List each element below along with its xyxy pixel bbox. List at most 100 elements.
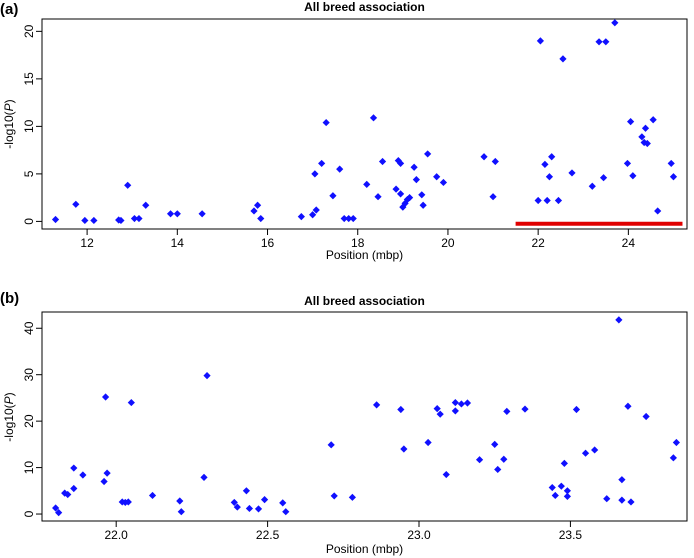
x-tick-label: 23.5 (559, 528, 583, 542)
panel-a-x-ticks: 12 14 16 18 20 22 24 (80, 229, 635, 250)
data-point (534, 196, 542, 205)
data-point (615, 316, 623, 324)
data-point (230, 498, 238, 507)
data-point (103, 469, 111, 477)
panel-b-title: All breed association (304, 294, 425, 308)
data-point (642, 412, 650, 421)
panel-b-points (52, 316, 681, 517)
x-tick-label: 22.5 (256, 528, 280, 542)
y-tick-label: 15 (22, 72, 36, 86)
x-tick-label: 14 (171, 236, 185, 250)
data-point (436, 410, 444, 418)
data-point (603, 495, 611, 503)
data-point (406, 194, 414, 202)
data-point (340, 214, 348, 223)
data-point (322, 118, 330, 127)
x-tick-label: 23.0 (407, 528, 431, 542)
data-point (297, 213, 305, 221)
data-point (442, 470, 450, 479)
data-point (90, 216, 98, 225)
data-point (327, 441, 335, 449)
data-point (55, 509, 63, 517)
data-point (672, 438, 681, 447)
data-point (198, 210, 206, 218)
data-point (419, 201, 427, 209)
data-point (173, 210, 181, 218)
data-point (560, 459, 568, 468)
data-point (491, 157, 499, 166)
data-point (669, 454, 677, 462)
data-point (373, 401, 381, 409)
data-point (451, 398, 459, 407)
data-point (51, 215, 60, 224)
data-point (348, 493, 356, 501)
data-point (70, 484, 78, 493)
data-point (475, 456, 484, 464)
data-point (392, 185, 400, 193)
data-point (521, 405, 529, 413)
data-point (541, 160, 549, 168)
data-point (503, 407, 511, 415)
data-point (142, 201, 150, 209)
data-point (203, 372, 211, 380)
data-point (491, 440, 499, 448)
data-point (548, 153, 556, 161)
data-point (551, 491, 559, 500)
data-point (400, 445, 408, 453)
data-point (330, 492, 338, 500)
data-point (260, 496, 269, 504)
data-point (572, 405, 581, 414)
data-point (489, 193, 497, 201)
x-tick-label: 18 (351, 236, 365, 250)
x-tick-label: 24 (622, 236, 636, 250)
data-point (117, 216, 125, 225)
y-tick-label: 20 (22, 414, 36, 428)
data-point (254, 201, 262, 209)
data-point (345, 214, 353, 223)
data-point (374, 193, 382, 201)
data-point (559, 55, 567, 63)
panel-a-y-ticks: 0 5 10 15 20 (22, 24, 42, 225)
data-point (669, 173, 678, 181)
data-point (618, 496, 626, 504)
data-point (554, 196, 563, 205)
data-point (336, 165, 344, 173)
data-point (245, 504, 254, 513)
panel-b-y-ticks: 0 10 20 30 40 (22, 321, 42, 517)
data-point (557, 482, 565, 490)
y-tick-label: 20 (22, 24, 36, 38)
data-point (166, 210, 175, 218)
y-tick-label: 5 (22, 170, 36, 177)
data-point (309, 211, 317, 219)
data-point (640, 138, 648, 147)
data-point (72, 200, 80, 208)
data-point (130, 214, 139, 223)
panel-b-x-ticks: 22.0 22.5 23.0 23.5 (105, 521, 583, 542)
data-point (641, 124, 650, 132)
y-tick-label: 0 (22, 510, 36, 517)
data-point (70, 464, 78, 472)
data-point (282, 508, 290, 516)
data-point (591, 446, 599, 454)
data-point (643, 139, 651, 148)
data-point (52, 504, 60, 512)
data-point (124, 181, 132, 189)
data-point (480, 153, 488, 161)
panel-b-y-axis-label: -log10(P) (2, 392, 16, 441)
data-point (638, 133, 646, 141)
data-point (667, 159, 675, 168)
data-point (135, 214, 143, 223)
data-point (254, 505, 263, 513)
data-point (611, 19, 619, 27)
y-tick-label: 30 (22, 368, 36, 382)
data-point (318, 159, 326, 168)
data-point (618, 476, 626, 484)
y-tick-label: 10 (22, 461, 36, 475)
data-point (463, 399, 472, 407)
data-point (124, 498, 132, 506)
data-point (257, 214, 265, 223)
data-point (100, 477, 108, 486)
data-point (654, 207, 662, 215)
data-point (588, 182, 596, 190)
data-point (176, 497, 184, 505)
